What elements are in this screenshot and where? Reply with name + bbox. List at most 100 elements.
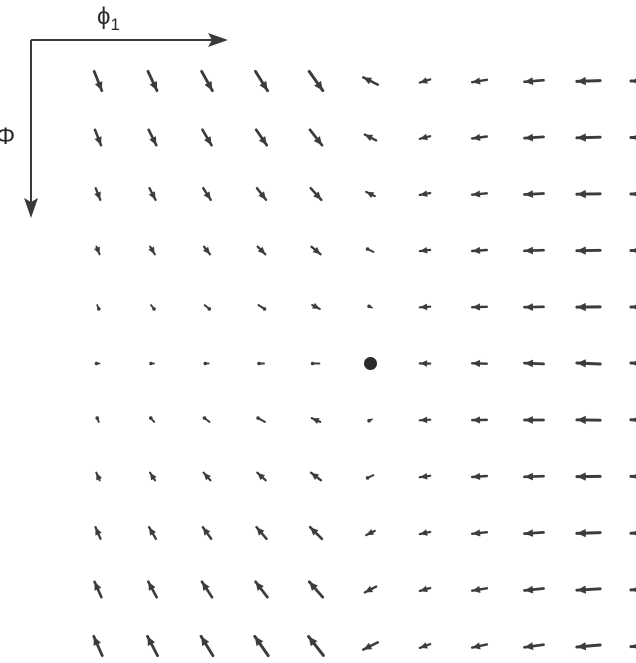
field-vector bbox=[523, 133, 545, 142]
field-vector bbox=[523, 529, 545, 537]
field-vector bbox=[147, 526, 158, 540]
field-vector bbox=[367, 304, 373, 309]
vector-arrowhead bbox=[202, 527, 211, 536]
vector-arrowhead bbox=[93, 636, 101, 646]
vector-arrowhead bbox=[419, 133, 428, 141]
field-vector bbox=[307, 635, 325, 657]
field-vector bbox=[629, 248, 636, 253]
field-vector bbox=[575, 528, 602, 538]
vector-arrowhead bbox=[96, 472, 102, 481]
vector-arrowhead bbox=[524, 303, 533, 311]
x-axis: ϕ1 bbox=[31, 3, 228, 47]
vector-arrowhead bbox=[576, 528, 586, 538]
field-vector bbox=[418, 303, 432, 311]
vector-arrowhead bbox=[364, 134, 374, 142]
field-vector bbox=[470, 303, 489, 311]
field-vector bbox=[523, 642, 545, 650]
vector-arrowhead bbox=[419, 585, 428, 593]
field-vector bbox=[254, 580, 269, 599]
vector-arrowhead bbox=[576, 642, 587, 651]
vector-arrowhead bbox=[257, 472, 265, 481]
vector-arrowhead bbox=[631, 417, 636, 423]
vector-arrowhead bbox=[419, 77, 428, 84]
field-vector bbox=[254, 128, 269, 147]
vector-arrowhead bbox=[524, 585, 534, 594]
vector-tip bbox=[202, 416, 207, 420]
vector-arrowhead bbox=[94, 136, 102, 146]
vector-arrowhead bbox=[312, 246, 321, 255]
field-vector bbox=[470, 642, 489, 650]
vector-tip bbox=[97, 307, 101, 311]
vector-arrowhead bbox=[94, 191, 101, 200]
field-vector bbox=[418, 642, 432, 650]
field-vector bbox=[629, 304, 636, 310]
vector-arrowhead bbox=[472, 246, 481, 254]
vector-arrowhead bbox=[255, 581, 264, 591]
field-vector bbox=[257, 304, 267, 311]
field-vector bbox=[307, 580, 325, 599]
field-vector bbox=[200, 580, 214, 599]
field-vector bbox=[629, 474, 636, 479]
vector-arrowhead bbox=[472, 585, 481, 593]
field-vector bbox=[201, 525, 213, 541]
vector-arrowhead bbox=[576, 415, 586, 425]
vector-arrowhead bbox=[472, 359, 481, 368]
field-vector bbox=[470, 359, 489, 368]
field-vector bbox=[363, 133, 378, 142]
vector-tip bbox=[152, 307, 156, 311]
vector-tip bbox=[257, 361, 261, 366]
field-vector bbox=[362, 641, 379, 651]
field-vector bbox=[201, 186, 213, 202]
field-vector bbox=[575, 302, 602, 312]
vector-arrowhead bbox=[631, 135, 636, 140]
field-vector bbox=[146, 580, 159, 599]
vector-arrowhead bbox=[576, 76, 586, 86]
field-vector bbox=[470, 529, 489, 537]
vector-arrowhead bbox=[254, 636, 264, 647]
field-vector bbox=[148, 471, 157, 482]
vector-arrowhead bbox=[524, 642, 534, 650]
field-vector bbox=[92, 634, 104, 658]
field-vector bbox=[575, 585, 602, 594]
vector-arrowhead bbox=[576, 189, 586, 199]
vector-arrowhead bbox=[419, 303, 428, 311]
vector-arrowhead bbox=[472, 529, 481, 537]
vector-tip bbox=[256, 416, 260, 420]
field-vector bbox=[523, 359, 545, 368]
vector-arrowhead bbox=[312, 302, 320, 309]
field-vector bbox=[629, 78, 636, 84]
field-vector bbox=[575, 189, 602, 199]
field-vector bbox=[95, 471, 102, 482]
vector-tip bbox=[95, 416, 99, 420]
vector-arrowhead bbox=[631, 360, 636, 366]
field-vector bbox=[629, 587, 636, 593]
field-vector bbox=[575, 359, 602, 368]
field-vector bbox=[363, 585, 378, 594]
vector-arrowhead bbox=[419, 190, 428, 197]
field-vector bbox=[629, 191, 636, 197]
vector-arrowhead bbox=[204, 81, 213, 91]
field-vector bbox=[629, 135, 636, 140]
x-axis-label: ϕ1 bbox=[97, 3, 120, 34]
vector-arrowhead bbox=[149, 136, 157, 146]
field-vector bbox=[254, 69, 269, 93]
vector-arrowhead bbox=[366, 191, 375, 198]
vector-arrowhead bbox=[201, 636, 210, 647]
vector-arrowhead bbox=[203, 246, 210, 255]
vector-arrowhead bbox=[419, 247, 428, 254]
field-vector bbox=[575, 472, 602, 481]
y-axis-arrowhead bbox=[24, 198, 38, 218]
vector-arrowhead bbox=[311, 472, 320, 480]
vector-arrowhead bbox=[313, 191, 322, 200]
field-vector bbox=[418, 585, 432, 593]
field-vector bbox=[202, 416, 211, 423]
field-vector bbox=[523, 585, 545, 594]
field-vector bbox=[365, 190, 376, 198]
vector-field bbox=[92, 69, 636, 658]
field-vector bbox=[629, 417, 636, 423]
vector-arrowhead bbox=[631, 530, 636, 536]
vector-arrowhead bbox=[576, 302, 586, 312]
vector-arrowhead bbox=[147, 636, 156, 646]
vector-tip bbox=[262, 307, 267, 311]
vector-arrowhead bbox=[148, 191, 156, 200]
